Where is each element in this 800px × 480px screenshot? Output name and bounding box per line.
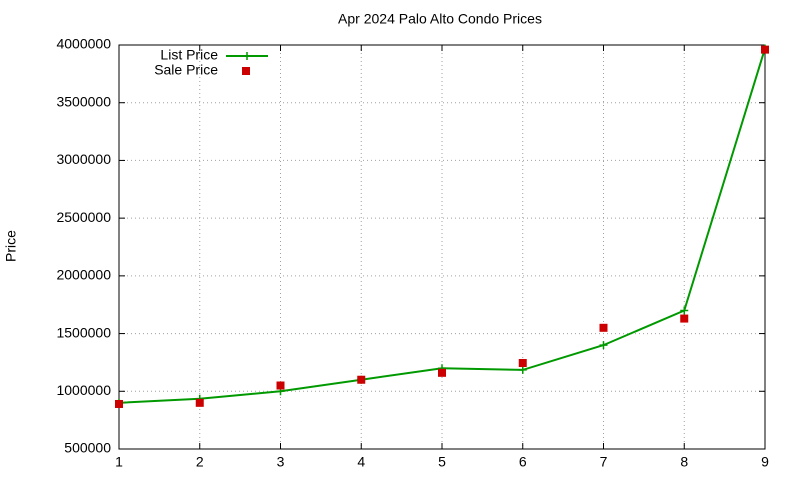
point <box>115 399 123 408</box>
x-tick-label: 7 <box>600 454 608 470</box>
y-tick-label: 2500000 <box>56 209 111 225</box>
x-tick-label: 8 <box>680 454 688 470</box>
point <box>680 314 689 323</box>
y-tick-label: 2000000 <box>56 267 111 283</box>
point <box>599 323 608 332</box>
x-tick-label: 2 <box>196 454 204 470</box>
point <box>680 306 689 315</box>
y-tick-label: 4000000 <box>56 36 111 52</box>
x-tick-label: 1 <box>115 454 123 470</box>
x-tick-label: 4 <box>357 454 365 470</box>
y-tick-label: 3500000 <box>56 93 111 109</box>
point <box>518 365 527 374</box>
y-tick-label: 500000 <box>64 440 111 456</box>
point <box>761 45 769 54</box>
y-tick-label: 3000000 <box>56 151 111 167</box>
x-tick-label: 6 <box>519 454 527 470</box>
chart-title: Apr 2024 Palo Alto Condo Prices <box>338 11 542 27</box>
y-tick-label: 1000000 <box>56 382 111 398</box>
x-tick-label: 9 <box>761 454 769 470</box>
point <box>195 398 204 407</box>
point <box>599 341 608 350</box>
point <box>276 381 285 390</box>
point <box>357 375 366 384</box>
x-tick-label: 5 <box>438 454 446 470</box>
point <box>518 359 527 368</box>
x-tick-label: 3 <box>277 454 285 470</box>
legend-swatch <box>242 67 250 75</box>
legend-label: List Price <box>160 47 218 63</box>
y-axis-label: Price <box>3 230 19 262</box>
legend-swatch <box>243 52 251 60</box>
point <box>438 368 446 377</box>
plot-frame <box>118 44 766 450</box>
legend-label: Sale Price <box>154 62 218 78</box>
y-tick-label: 1500000 <box>56 324 111 340</box>
